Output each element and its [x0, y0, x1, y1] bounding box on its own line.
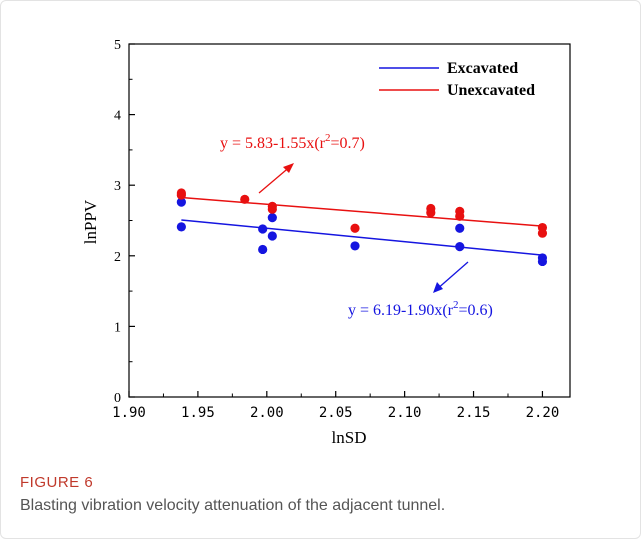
figure-caption: Blasting vibration velocity attenuation … — [20, 497, 446, 514]
data-point-unexcavated — [426, 208, 436, 218]
x-tick-label: 2.05 — [319, 405, 353, 421]
data-point-unexcavated — [455, 211, 465, 221]
data-point-excavated — [350, 241, 360, 251]
x-tick-label: 1.90 — [112, 405, 146, 421]
y-tick-label: 5 — [114, 38, 121, 53]
data-point-excavated — [258, 224, 268, 234]
data-point-excavated — [176, 197, 186, 207]
fit-equation-excavated: y = 6.19-1.90x(r2=0.6) — [348, 299, 493, 319]
x-tick-label: 2.15 — [457, 405, 491, 421]
legend-label-excavated: Excavated — [447, 60, 518, 77]
annotation-excavated: y = 6.19-1.90x(r2=0.6) — [348, 261, 493, 319]
data-point-unexcavated — [537, 228, 548, 238]
x-tick-label: 1.95 — [181, 405, 215, 421]
figure-label: FIGURE 6 — [20, 474, 94, 491]
fit-line-unexcavated — [181, 196, 543, 227]
fit-lines — [181, 196, 543, 256]
x-axis: 1.90 1.95 2.00 2.05 2.10 2.15 2.20 — [112, 391, 559, 421]
annotation-arrow-excavated — [435, 261, 469, 291]
data-point-excavated — [537, 256, 548, 267]
fit-equation-unexcavated: y = 5.83-1.55x(r2=0.7) — [220, 132, 365, 152]
y-axis-label: lnPPV — [81, 199, 100, 244]
y-axis: 0 1 2 3 4 5 — [114, 38, 135, 406]
data-point-unexcavated — [176, 190, 186, 200]
chart: 1.90 1.95 2.00 2.05 2.10 2.15 2.20 0 1 2 3 4 5 lnSD… — [81, 38, 571, 447]
y-tick-label: 4 — [114, 109, 121, 124]
annotation-arrowhead-unexcavated — [283, 163, 294, 173]
data-point-unexcavated — [240, 194, 250, 204]
x-axis-label: lnSD — [332, 428, 367, 447]
annotation-unexcavated: y = 5.83-1.55x(r2=0.7) — [220, 132, 365, 194]
fit-line-excavated — [181, 219, 543, 256]
data-point-unexcavated — [350, 223, 360, 233]
data-point-excavated — [267, 231, 277, 241]
x-tick-label: 2.00 — [250, 405, 284, 421]
x-tick-label: 2.20 — [526, 405, 560, 421]
annotation-arrowhead-excavated — [433, 282, 443, 293]
y-tick-label: 2 — [114, 250, 121, 265]
data-point-excavated — [258, 244, 268, 255]
data-point-excavated — [267, 213, 277, 223]
data-point-excavated — [455, 242, 465, 252]
data-point-unexcavated — [267, 204, 277, 214]
y-tick-label: 0 — [114, 391, 121, 406]
y-tick-label: 1 — [114, 320, 121, 335]
data-points — [176, 188, 548, 267]
legend-label-unexcavated: Unexcavated — [447, 82, 535, 99]
x-tick-label: 2.10 — [388, 405, 422, 421]
data-point-excavated — [455, 223, 465, 233]
y-tick-label: 3 — [114, 179, 121, 194]
data-point-excavated — [176, 222, 186, 232]
legend: Excavated Unexcavated — [379, 60, 535, 99]
